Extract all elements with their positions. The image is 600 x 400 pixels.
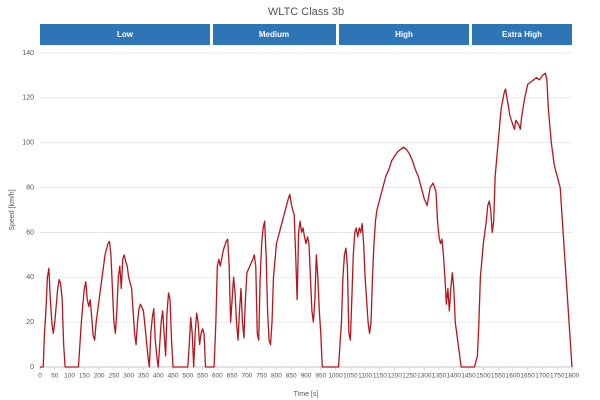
phase-label: Medium xyxy=(259,30,289,39)
phase-label: High xyxy=(395,30,413,39)
speed-line xyxy=(40,72,573,368)
x-tick-label: 50 xyxy=(51,373,59,380)
y-tick-label: 100 xyxy=(22,140,34,147)
x-tick-label: 550 xyxy=(197,373,208,380)
y-tick-label: 40 xyxy=(26,274,34,281)
phase-box xyxy=(40,24,210,45)
x-tick-label: 1600 xyxy=(506,373,521,380)
x-tick-label: 1400 xyxy=(447,373,462,380)
x-tick-label: 700 xyxy=(241,373,252,380)
x-tick-label: 900 xyxy=(301,373,312,380)
x-tick-label: 1250 xyxy=(402,373,417,380)
chart-title: WLTC Class 3b xyxy=(268,6,344,18)
x-tick-label: 200 xyxy=(94,373,105,380)
x-tick-label: 150 xyxy=(79,373,90,380)
phase-label: Extra High xyxy=(502,30,542,39)
y-tick-label: 60 xyxy=(26,229,34,236)
phase-label: Low xyxy=(117,30,134,39)
x-tick-label: 950 xyxy=(315,373,326,380)
phase-box xyxy=(339,24,469,45)
x-tick-label: 1800 xyxy=(565,373,580,380)
x-axis-label: Time [s] xyxy=(294,391,319,398)
phase-box xyxy=(213,24,336,45)
phase-box xyxy=(472,24,572,45)
x-tick-label: 800 xyxy=(271,373,282,380)
y-tick-label: 120 xyxy=(22,95,34,102)
y-tick-label: 80 xyxy=(26,184,34,191)
x-tick-label: 1450 xyxy=(461,373,476,380)
y-axis-label: Speed [km/h] xyxy=(9,189,16,230)
x-tick-label: 250 xyxy=(108,373,119,380)
x-tick-label: 1200 xyxy=(387,373,402,380)
x-tick-label: 750 xyxy=(256,373,267,380)
x-tick-label: 300 xyxy=(123,373,134,380)
x-tick-label: 1700 xyxy=(535,373,550,380)
x-tick-label: 1100 xyxy=(358,373,372,380)
x-tick-label: 400 xyxy=(153,373,164,380)
x-tick-label: 100 xyxy=(64,373,75,380)
x-tick-label: 0 xyxy=(38,373,42,380)
x-tick-label: 650 xyxy=(227,373,238,380)
y-tick-label: 20 xyxy=(26,319,34,326)
x-tick-label: 1050 xyxy=(343,373,358,380)
x-tick-label: 1550 xyxy=(491,373,506,380)
x-tick-label: 600 xyxy=(212,373,223,380)
x-tick-label: 1650 xyxy=(520,373,535,380)
x-tick-label: 850 xyxy=(286,373,297,380)
x-tick-label: 450 xyxy=(168,373,179,380)
x-tick-label: 1150 xyxy=(373,373,387,380)
x-tick-label: 500 xyxy=(182,373,193,380)
x-tick-label: 1000 xyxy=(328,373,343,380)
x-tick-label: 1500 xyxy=(476,373,491,380)
y-tick-label: 140 xyxy=(22,50,34,57)
x-tick-label: 350 xyxy=(138,373,149,380)
y-tick-label: 0 xyxy=(30,364,34,371)
x-tick-label: 1300 xyxy=(417,373,432,380)
x-tick-label: 1750 xyxy=(550,373,565,380)
x-tick-label: 1350 xyxy=(432,373,447,380)
